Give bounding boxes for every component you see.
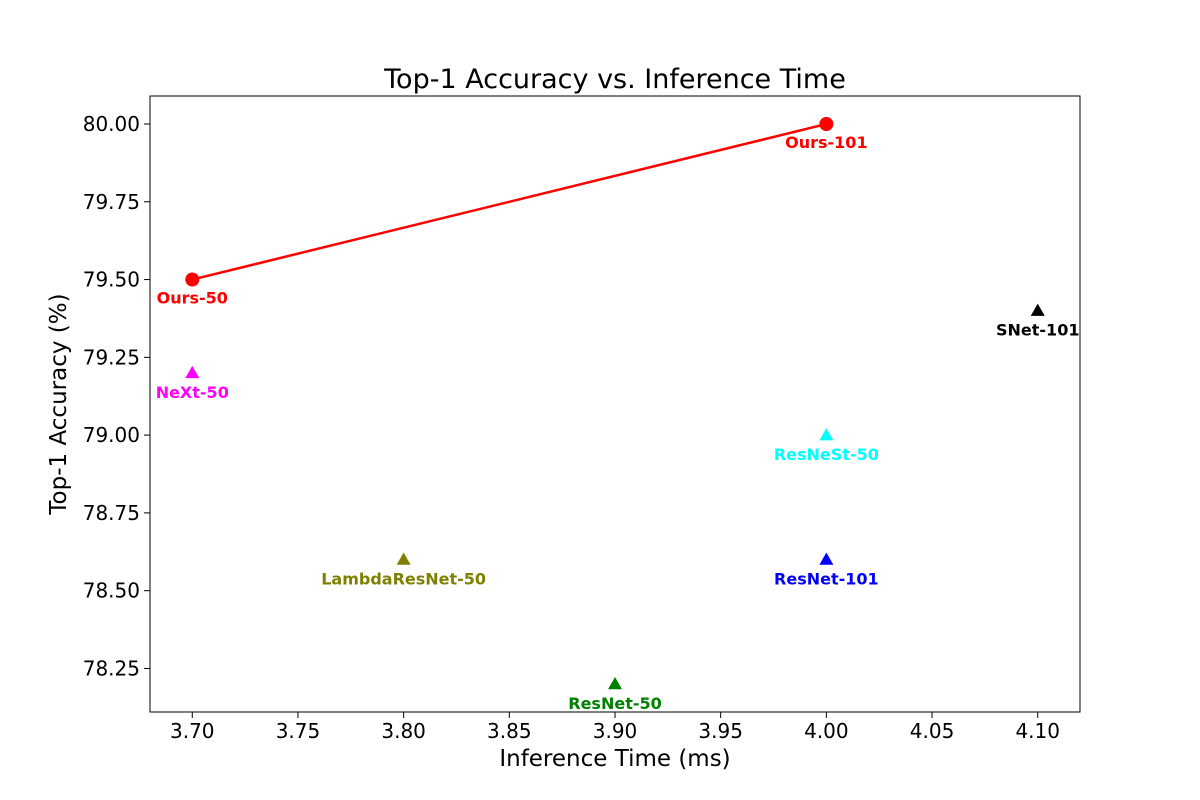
baseline-point-marker	[608, 677, 622, 690]
y-tick-label: 78.25	[83, 656, 140, 680]
ours-point-label: Ours-101	[785, 133, 867, 152]
baseline-point-marker	[185, 365, 200, 379]
baseline-point-label: NeXt-50	[156, 383, 229, 402]
baseline-point-marker	[1030, 303, 1045, 316]
baseline-point-marker	[819, 552, 834, 565]
ours-point-label: Ours-50	[157, 289, 228, 308]
baseline-point-label: SNet-101	[996, 321, 1079, 340]
x-tick-label: 4.00	[804, 719, 849, 743]
x-tick-label: 3.80	[381, 719, 426, 743]
y-tick-label: 79.00	[83, 423, 140, 447]
x-tick-label: 3.95	[698, 719, 743, 743]
x-tick-label: 3.85	[487, 719, 532, 743]
x-tick-label: 3.70	[170, 719, 215, 743]
x-tick-label: 4.05	[910, 719, 955, 743]
x-tick-label: 3.75	[276, 719, 321, 743]
baseline-point-marker	[819, 428, 834, 441]
y-tick-label: 79.50	[83, 268, 140, 292]
y-axis-label: Top-1 Accuracy (%)	[46, 293, 72, 515]
y-tick-label: 79.25	[83, 345, 140, 369]
chart-title: Top-1 Accuracy vs. Inference Time	[383, 64, 846, 95]
baseline-point-label: LambdaResNet-50	[321, 570, 486, 589]
ours-series-line	[191, 122, 827, 281]
y-axis: 78.25 78.50 78.75 79.00 79.25 79.50 79.75 80.00	[83, 112, 150, 680]
baseline-point-label: ResNet-50	[568, 694, 662, 713]
x-tick-label: 4.10	[1015, 719, 1060, 743]
x-tick-label: 3.90	[593, 719, 638, 743]
x-axis: 3.70 3.75 3.80 3.85 3.90 3.95 4.00 4.05 4.10	[170, 712, 1060, 743]
ours-point-marker	[819, 117, 834, 131]
y-tick-label: 79.75	[83, 190, 140, 214]
baseline-point-label: ResNeSt-50	[774, 445, 879, 464]
y-tick-label: 78.75	[83, 501, 140, 525]
baseline-point-label: ResNet-101	[774, 570, 879, 589]
y-tick-label: 78.50	[83, 579, 140, 603]
y-tick-label: 80.00	[83, 112, 140, 136]
x-axis-label: Inference Time (ms)	[499, 746, 730, 772]
plot-area-frame	[149, 95, 1081, 713]
series-layer: Ours-50 Ours-101 NeXt-50 LambdaResNet-50 Res…	[156, 117, 1079, 713]
ours-point-marker	[185, 272, 200, 287]
baseline-point-marker	[396, 552, 411, 565]
